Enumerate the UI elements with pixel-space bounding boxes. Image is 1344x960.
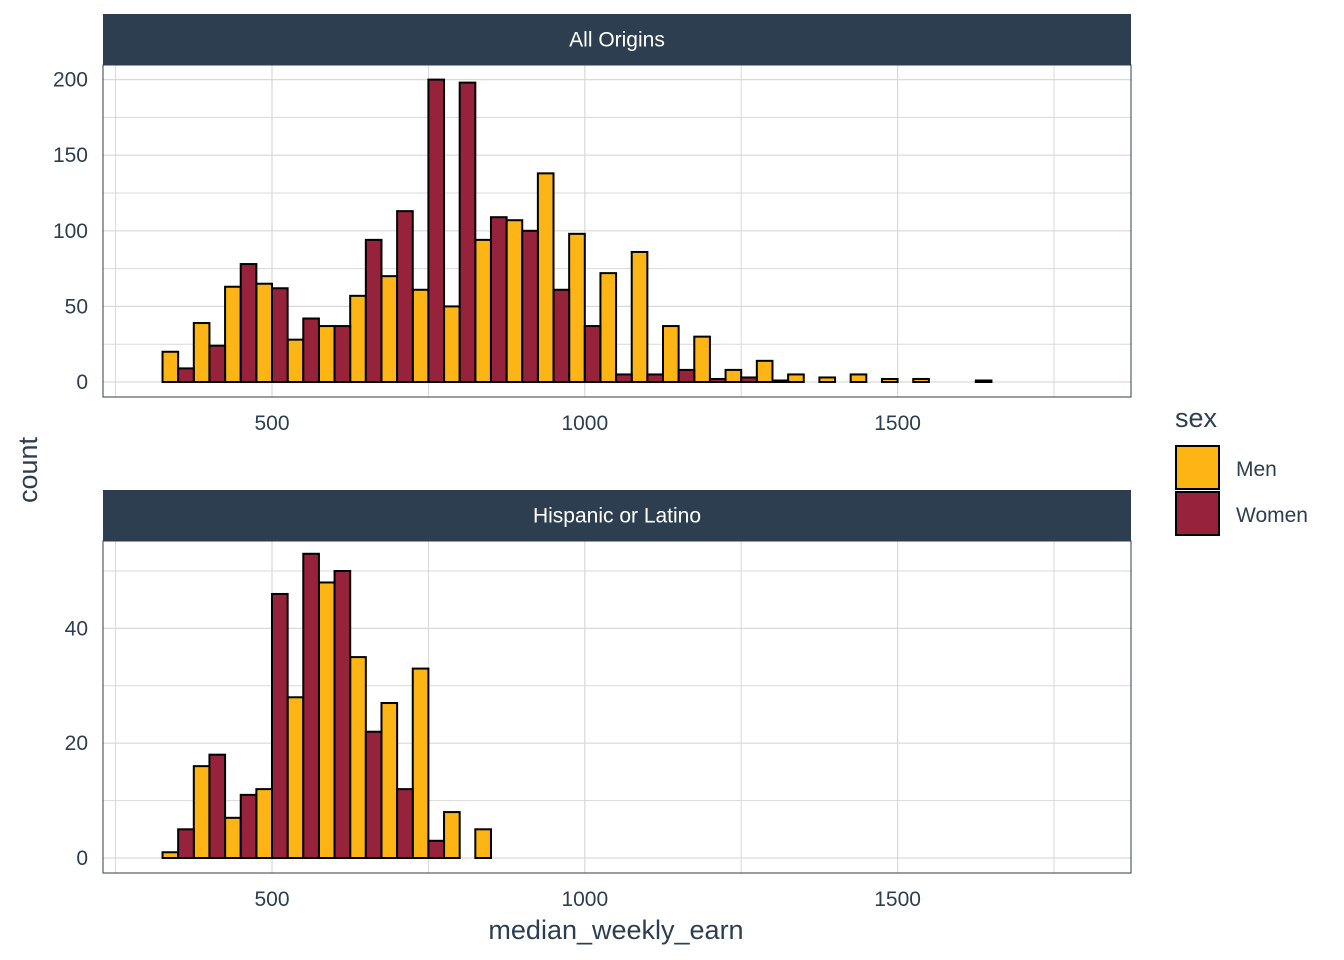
bar-men — [161, 851, 180, 860]
bar-women — [302, 552, 320, 860]
facet-panel: All Origins 0 50 100 150 200 500 1000 1500 — [53, 14, 1132, 435]
facet-strip — [103, 14, 1131, 65]
bar-men — [192, 322, 211, 384]
bar-women — [271, 287, 289, 384]
y-tick-label: 40 — [65, 617, 88, 640]
bar-women — [333, 570, 352, 859]
bar-men — [349, 294, 367, 384]
y-tick-label: 0 — [76, 371, 88, 394]
bar-women — [208, 344, 227, 384]
x-tick-label: 1500 — [874, 412, 921, 435]
x-tick-label: 500 — [254, 412, 289, 435]
bar-men — [411, 667, 430, 860]
bar-women — [271, 592, 289, 860]
x-axis-title: median_weekly_earn — [488, 915, 743, 945]
bar-men — [536, 172, 555, 383]
legend-label-men: Men — [1236, 458, 1277, 481]
bar-women — [396, 788, 414, 859]
facet-strip-label: All Origins — [569, 29, 665, 52]
bar-men — [724, 368, 743, 383]
bar-men — [568, 232, 586, 383]
x-tick-label: 1000 — [561, 412, 608, 435]
bar-men — [349, 656, 367, 859]
facet-panel: Hispanic or Latino 0 20 40 500 1000 1500 — [65, 490, 1132, 911]
y-axis-title: count — [13, 436, 43, 503]
bar-women — [552, 288, 571, 384]
bar-men — [224, 285, 242, 383]
bar-men — [818, 376, 837, 383]
y-tick-label: 200 — [53, 69, 88, 92]
legend-label-women: Women — [1236, 504, 1308, 527]
facet-strip-label: Hispanic or Latino — [533, 505, 701, 528]
bar-women — [708, 377, 727, 384]
x-tick-label: 1000 — [561, 888, 608, 911]
bar-men — [693, 335, 711, 384]
legend-title: sex — [1175, 403, 1218, 433]
bar-women — [771, 379, 790, 384]
y-tick-label: 0 — [76, 847, 88, 870]
bar-men — [192, 765, 211, 859]
bar-men — [505, 219, 524, 383]
bar-women — [302, 317, 320, 384]
bar-women — [208, 753, 227, 859]
bar-men — [662, 325, 680, 383]
bar-women — [239, 263, 258, 383]
y-tick-label: 100 — [53, 220, 88, 243]
bar-men — [912, 377, 930, 384]
bar-men — [380, 702, 399, 860]
bar-men — [286, 338, 305, 383]
bar-men — [255, 282, 273, 383]
bar-men — [630, 250, 649, 383]
bar-women — [396, 210, 414, 383]
bar-women — [646, 373, 664, 384]
bar-women — [583, 325, 602, 383]
bar-women — [615, 373, 633, 384]
bar-women — [364, 730, 383, 859]
bar-men — [380, 275, 399, 383]
bar-men — [849, 373, 868, 384]
bar-women — [427, 839, 446, 860]
legend-key-women — [1175, 491, 1220, 536]
legend: sex Men Women — [1175, 403, 1308, 536]
bar-men — [974, 379, 993, 384]
bar-women — [458, 81, 477, 384]
bar-women — [333, 325, 352, 383]
y-tick-label: 150 — [53, 144, 88, 167]
bar-men — [474, 238, 492, 383]
bar-women — [177, 828, 195, 859]
bar-women — [239, 793, 258, 859]
bar-men — [443, 305, 461, 383]
bar-women — [521, 229, 539, 383]
bar-men — [880, 377, 899, 384]
bar-men — [411, 288, 430, 384]
bar-women — [364, 238, 383, 383]
legend-key-men — [1175, 445, 1220, 490]
bar-men — [599, 272, 618, 383]
bar-men — [443, 811, 461, 860]
bar-women — [677, 368, 696, 383]
bar-men — [474, 828, 492, 859]
y-tick-label: 20 — [65, 732, 88, 755]
bar-men — [317, 581, 336, 859]
bar-men — [317, 325, 336, 383]
bar-women — [427, 78, 446, 383]
y-tick-label: 50 — [65, 295, 88, 318]
bar-men — [286, 696, 305, 860]
facet-strip — [103, 490, 1131, 541]
bar-women — [740, 376, 758, 383]
x-tick-label: 500 — [254, 888, 289, 911]
x-tick-label: 1500 — [874, 888, 921, 911]
bar-men — [224, 816, 242, 860]
bar-men — [255, 788, 273, 859]
bar-women — [489, 216, 508, 383]
bar-women — [177, 367, 195, 383]
bar-men — [755, 359, 774, 383]
bar-men — [161, 350, 180, 384]
bar-men — [787, 373, 805, 384]
